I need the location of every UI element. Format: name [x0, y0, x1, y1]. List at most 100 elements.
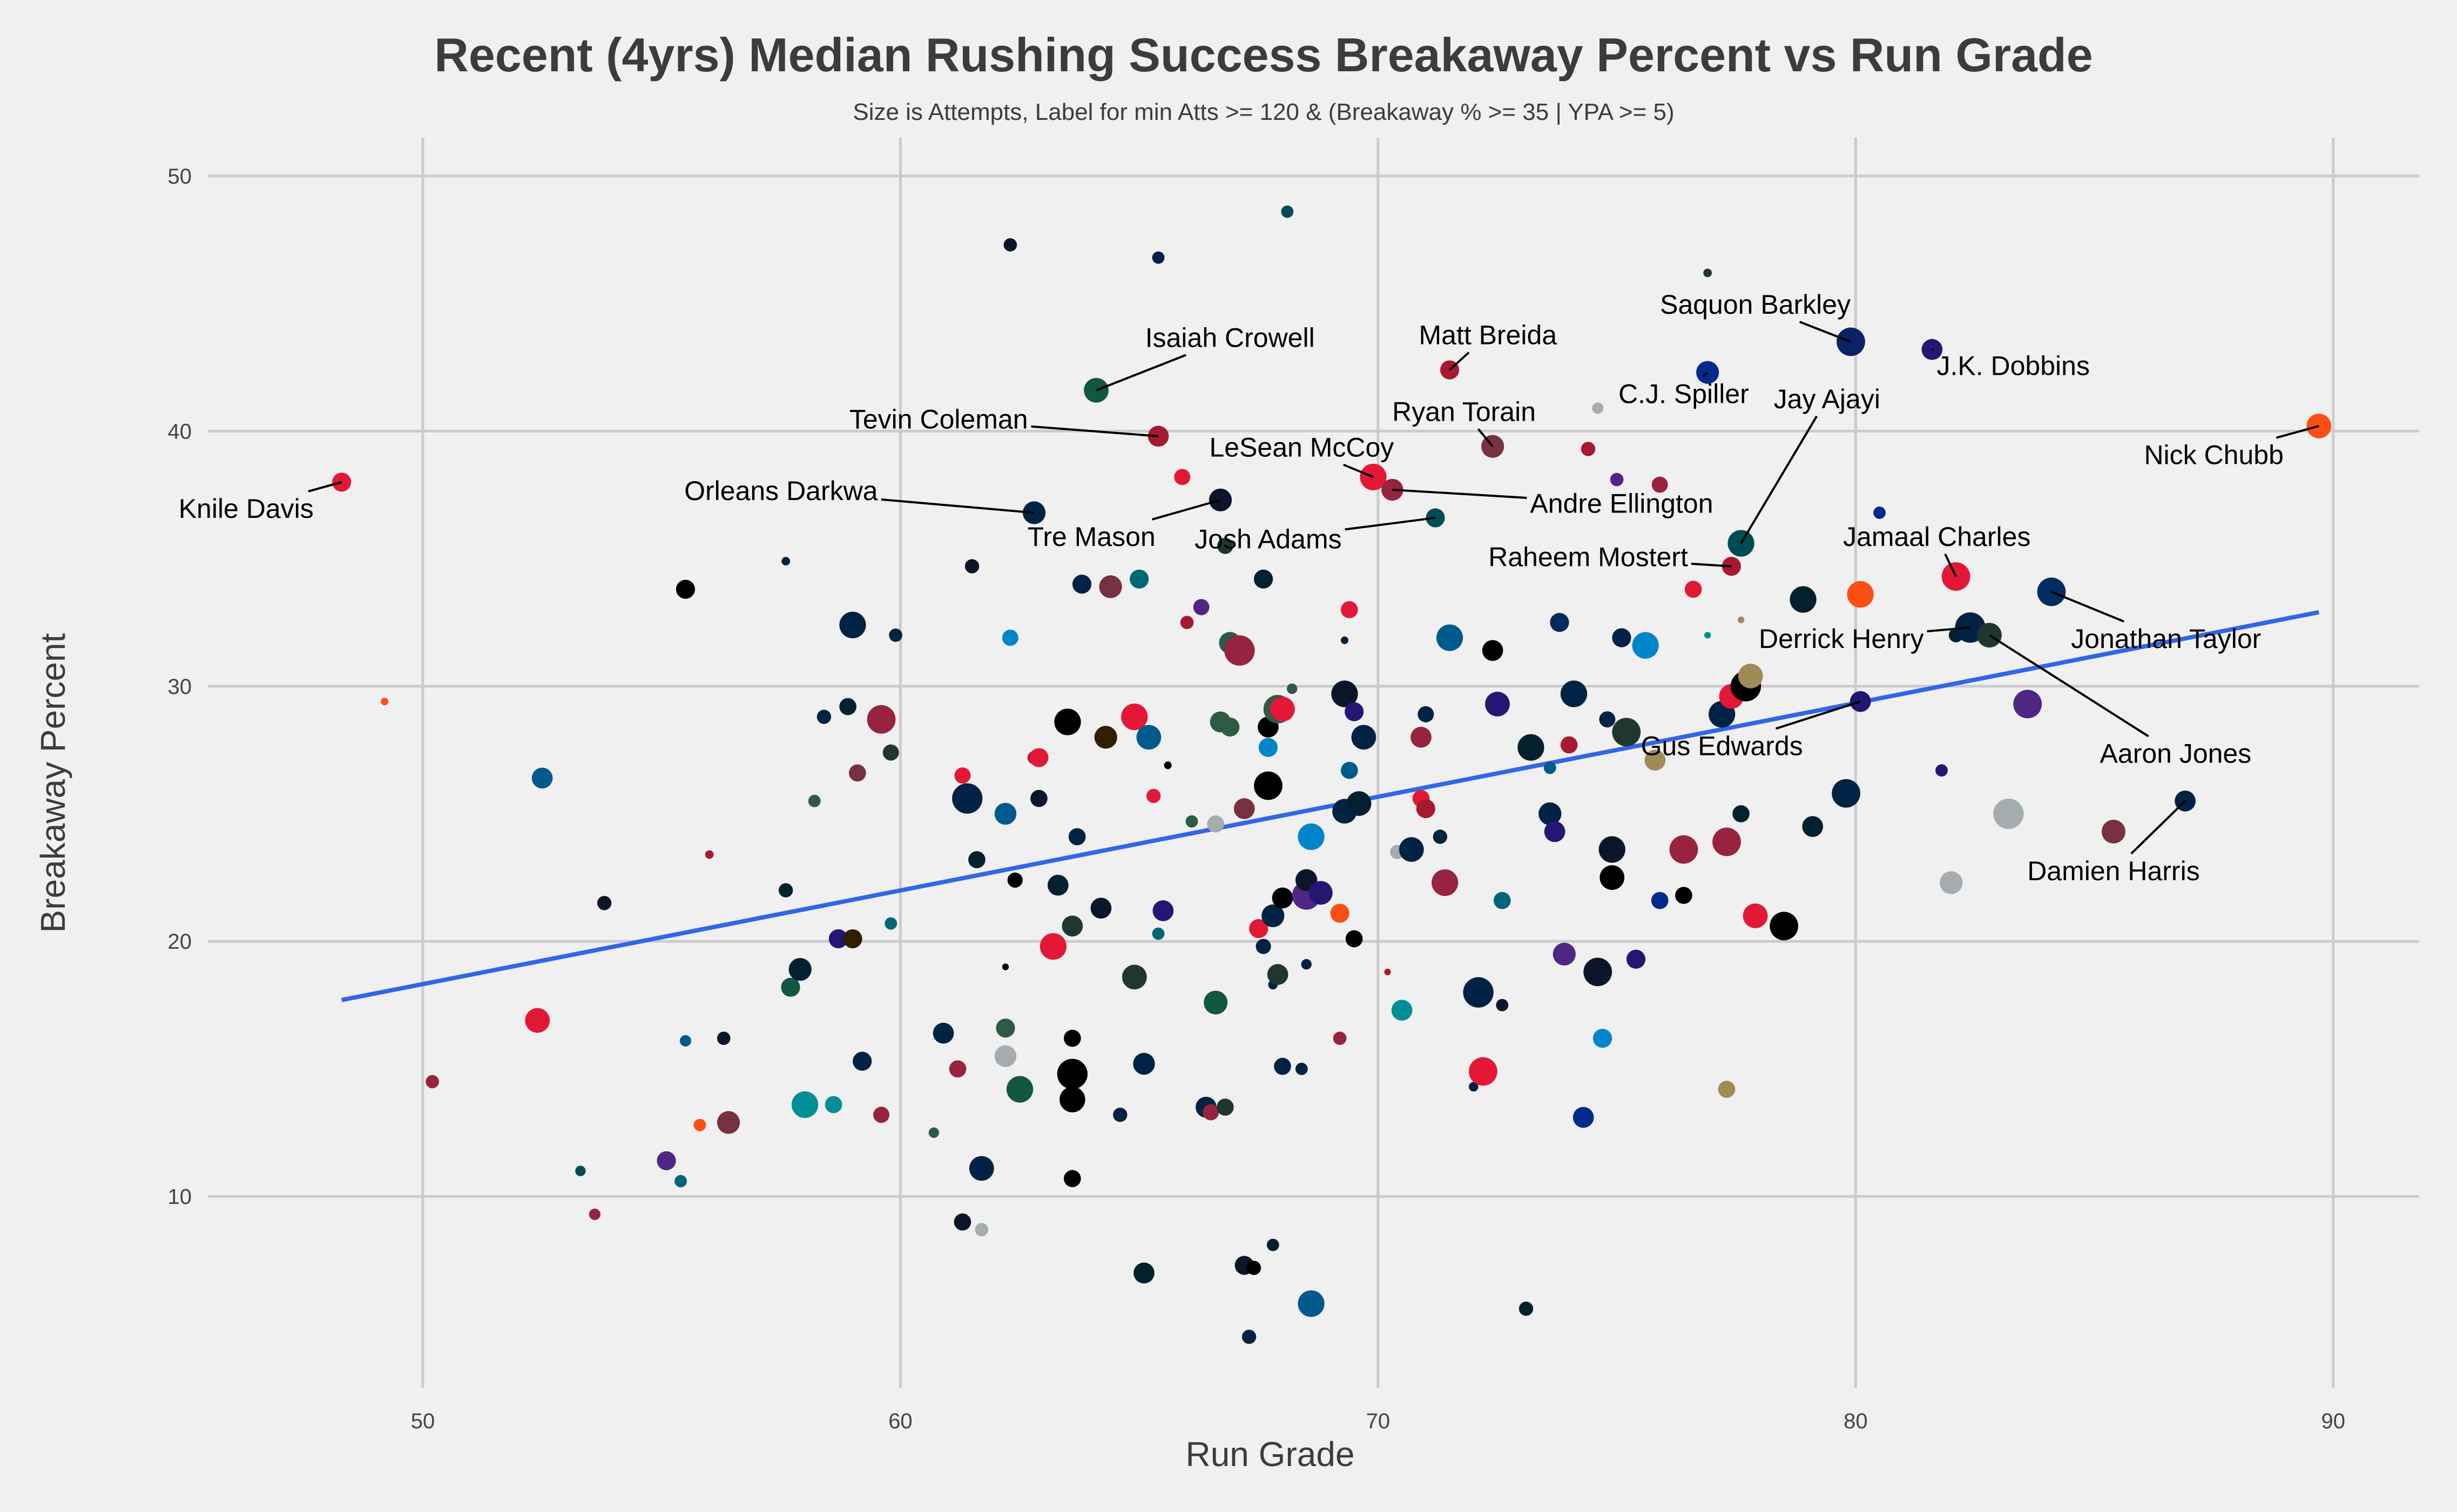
- data-point: [1552, 942, 1576, 966]
- data-point: [1485, 691, 1510, 717]
- data-point: [1399, 837, 1424, 862]
- annotation-label: J.K. Dobbins: [1936, 350, 2089, 381]
- data-point: [1059, 1086, 1085, 1112]
- data-point: [839, 698, 857, 716]
- x-axis-label: Run Grade: [1185, 1435, 1354, 1474]
- annotation-label: Derrick Henry: [1759, 624, 1924, 654]
- annotation-leader: [1477, 428, 1494, 447]
- data-point: [1185, 815, 1198, 828]
- data-point: [1712, 827, 1741, 856]
- data-point: [1384, 968, 1391, 976]
- data-point: [778, 883, 793, 897]
- annotation-label: Raheem Mostert: [1488, 542, 1688, 572]
- data-point: [1062, 915, 1083, 937]
- data-point: [1298, 823, 1325, 850]
- chart-subtitle: Size is Attempts, Label for min Atts >= …: [853, 99, 1674, 125]
- data-point: [885, 917, 897, 930]
- data-point: [781, 977, 800, 997]
- data-point: [1993, 798, 2024, 829]
- data-point: [531, 767, 553, 789]
- data-point: [1538, 802, 1562, 826]
- annotation-leader: [1775, 700, 1861, 730]
- data-point: [968, 851, 986, 868]
- data-point: [1732, 805, 1750, 822]
- data-point: [1581, 442, 1596, 456]
- data-point: [1340, 636, 1349, 644]
- y-tick-label: 40: [168, 420, 192, 443]
- data-point: [1790, 586, 1817, 613]
- data-point: [693, 1118, 706, 1131]
- data-point: [1007, 872, 1023, 888]
- data-point: [1136, 725, 1162, 750]
- data-point: [1164, 761, 1172, 770]
- data-point: [1543, 761, 1556, 774]
- data-point: [1203, 1104, 1219, 1120]
- data-point: [1517, 734, 1544, 761]
- data-point: [1204, 990, 1228, 1015]
- data-point: [849, 764, 866, 782]
- data-point: [1040, 933, 1067, 960]
- data-point: [1518, 1301, 1534, 1316]
- annotation-leader: [1740, 415, 1818, 544]
- data-point: [1272, 887, 1293, 909]
- data-point: [839, 611, 866, 639]
- data-point: [1207, 815, 1225, 833]
- data-point: [1802, 816, 1824, 837]
- data-point: [952, 783, 983, 814]
- data-point: [853, 1051, 872, 1071]
- data-point: [1233, 798, 1255, 819]
- data-point: [1068, 828, 1086, 846]
- data-point: [1029, 748, 1049, 767]
- annotation-leader: [1944, 554, 1957, 577]
- data-point: [1847, 581, 1874, 608]
- data-point: [1583, 957, 1612, 987]
- annotation-leader: [1096, 354, 1187, 392]
- annotation-leader: [1031, 425, 1159, 437]
- y-tick-label: 50: [168, 165, 192, 188]
- data-point: [1599, 711, 1616, 728]
- data-point: [788, 958, 812, 981]
- annotation-leader: [1449, 352, 1470, 371]
- annotation-label: Nick Chubb: [2144, 440, 2283, 470]
- data-point: [1258, 738, 1278, 757]
- data-point: [597, 896, 612, 910]
- annotation-leader: [1151, 498, 1221, 521]
- data-point: [1090, 897, 1112, 919]
- annotation-label: Ryan Torain: [1392, 396, 1536, 427]
- data-point: [933, 1022, 954, 1044]
- annotation-label: Josh Adams: [1194, 524, 1341, 555]
- data-point: [1433, 829, 1448, 844]
- annotation-label: Andre Ellington: [1530, 489, 1713, 519]
- data-point: [1651, 892, 1669, 909]
- data-point: [674, 1174, 687, 1187]
- annotation-label: Damien Harris: [2027, 856, 2200, 886]
- data-point: [1047, 874, 1069, 896]
- data-point: [575, 1165, 586, 1177]
- data-point: [816, 710, 832, 724]
- data-point: [1072, 575, 1092, 594]
- data-point: [525, 1008, 550, 1033]
- annotation-leader: [2276, 424, 2319, 439]
- annotation-label: Gus Edwards: [1641, 731, 1803, 761]
- data-point: [1281, 205, 1294, 218]
- data-point: [1267, 964, 1288, 985]
- data-point: [1006, 1076, 1034, 1103]
- data-point: [1030, 789, 1048, 807]
- data-point: [1651, 476, 1668, 493]
- data-point: [1770, 912, 1799, 941]
- data-point: [1301, 959, 1312, 970]
- data-point: [657, 1151, 676, 1171]
- data-point: [1703, 268, 1712, 278]
- data-point: [1130, 569, 1149, 589]
- annotation-leader: [1927, 626, 1970, 633]
- annotation-label: Knile Davis: [179, 494, 314, 524]
- annotation-leader: [1702, 372, 1709, 377]
- data-point: [1002, 963, 1009, 970]
- data-point: [1592, 402, 1604, 414]
- data-point: [1298, 1290, 1325, 1317]
- data-point: [1469, 1057, 1497, 1086]
- data-point: [1270, 697, 1295, 722]
- annotation-leader: [2130, 800, 2186, 855]
- data-point: [1873, 507, 1886, 519]
- data-point: [1738, 663, 1763, 688]
